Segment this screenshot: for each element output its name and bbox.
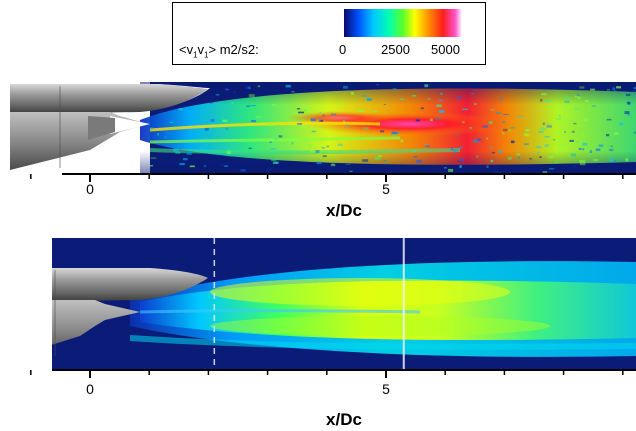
bottom-x-axis: 051015 x/Dc <box>30 369 636 429</box>
bottom-tick-label-0: 0 <box>86 381 94 397</box>
colorbar-tick-2500: 2500 <box>381 42 410 57</box>
bottom-nozzle <box>52 268 208 356</box>
colorbar-gradient <box>344 9 462 37</box>
bottom-x-axis-title: x/Dc <box>326 410 362 429</box>
bottom-panel <box>52 238 636 370</box>
colorbar-tick-5000: 5000 <box>431 42 460 57</box>
top-x-axis: 051015 x/Dc <box>30 173 636 220</box>
top-panel <box>10 82 636 174</box>
top-x-axis-title: x/Dc <box>326 201 362 220</box>
top-tick-label-5: 5 <box>382 181 390 197</box>
top-tick-label-0: 0 <box>86 181 94 197</box>
colorbar-tick-0: 0 <box>339 42 347 57</box>
bottom-tick-label-5: 5 <box>382 381 390 397</box>
top-nozzle <box>10 84 210 170</box>
colorbar-label: <v1v1> m2/s2: <box>179 42 259 60</box>
